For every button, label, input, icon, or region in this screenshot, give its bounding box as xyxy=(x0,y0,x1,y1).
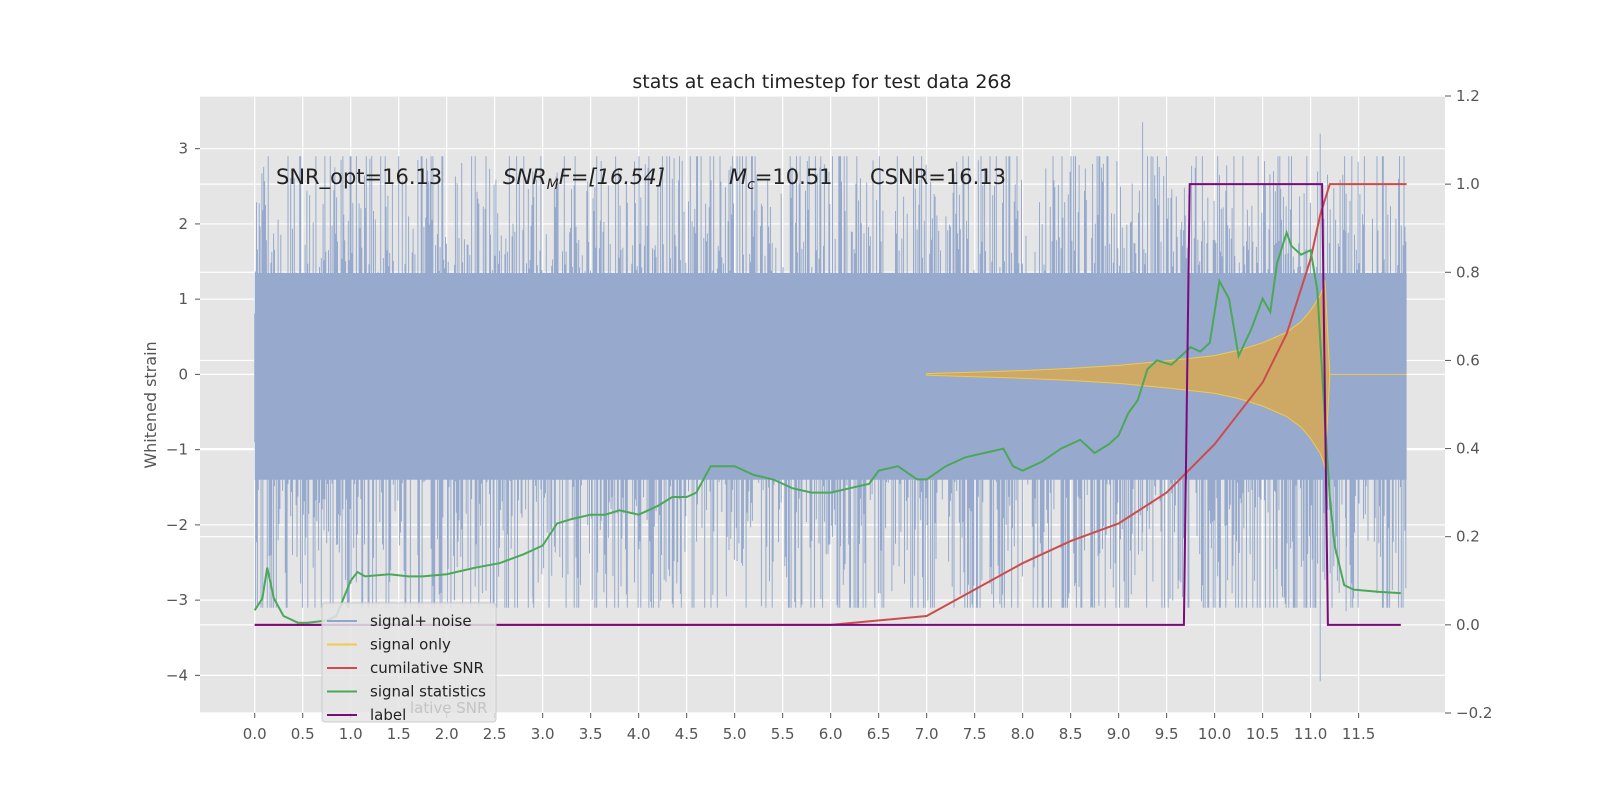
y-tick-label: 1 xyxy=(178,290,188,308)
x-tick-label: 0.0 xyxy=(243,725,267,743)
x-tick-label: 10.0 xyxy=(1198,725,1231,743)
y2-tick-label: −0.2 xyxy=(1456,704,1492,722)
y2-tick-label: 1.2 xyxy=(1456,87,1480,105)
legend-label: signal only xyxy=(370,636,451,654)
annotation-snr-mf: SNRMF=[16.54] xyxy=(503,165,665,193)
series-label xyxy=(254,183,1401,626)
x-tick-label: 9.0 xyxy=(1107,725,1131,743)
x-axis: 0.0 0.5 1.0 1.5 2.0 2.5 3.0 3.5 4.0 4.5 5.0 5.5 6.0 6… xyxy=(243,713,1375,743)
y2-tick-label: 0.0 xyxy=(1456,616,1480,634)
annotation-snr-opt: SNR_opt=16.13 xyxy=(276,165,442,190)
y2-tick-label: 0.8 xyxy=(1456,263,1480,281)
x-tick-label: 7.0 xyxy=(915,725,939,743)
x-tick-label: 11.0 xyxy=(1294,725,1327,743)
x-tick-label: 8.5 xyxy=(1059,725,1083,743)
y-axis: 3 2 1 0 −1 −2 −3 −4 xyxy=(166,140,200,684)
chart-title: stats at each timestep for test data 268 xyxy=(632,71,1011,93)
y-tick-label: −4 xyxy=(166,666,188,684)
legend-label: signal statistics xyxy=(370,683,486,701)
y2-tick-label: 0.6 xyxy=(1456,351,1480,369)
x-tick-label: 0.5 xyxy=(291,725,315,743)
series-signal-statistics xyxy=(253,229,1401,624)
x-tick-label: 2.5 xyxy=(483,725,507,743)
x-tick-label: 3.5 xyxy=(579,725,603,743)
x-tick-label: 1.5 xyxy=(387,725,411,743)
legend-label: signal+ noise xyxy=(370,612,472,630)
y2-tick-label: 0.4 xyxy=(1456,440,1480,458)
x-tick-label: 7.5 xyxy=(963,725,987,743)
legend-label: cumilative SNR xyxy=(370,659,484,677)
series-signal-only xyxy=(926,280,1407,469)
y2-tick-label: 1.0 xyxy=(1456,175,1480,193)
x-tick-label: 2.0 xyxy=(435,725,459,743)
x-tick-label: 5.5 xyxy=(771,725,795,743)
legend: lative SNR signal+ noise signal only cumil… xyxy=(321,602,497,724)
legend-label: label xyxy=(370,706,406,724)
y-tick-label: 3 xyxy=(178,140,188,158)
legend-ghost-text: lative SNR xyxy=(410,699,487,717)
x-tick-label: 10.5 xyxy=(1246,725,1279,743)
x-tick-label: 1.0 xyxy=(339,725,363,743)
x-tick-label: 3.0 xyxy=(531,725,555,743)
x-tick-label: 9.5 xyxy=(1155,725,1179,743)
x-tick-label: 4.0 xyxy=(627,725,651,743)
y-tick-label: −3 xyxy=(166,591,188,609)
y-tick-label: 0 xyxy=(178,365,188,383)
annotation-csnr: CSNR=16.13 xyxy=(870,165,1006,189)
y-tick-label: 2 xyxy=(178,215,188,233)
x-tick-label: 4.5 xyxy=(675,725,699,743)
x-tick-label: 6.5 xyxy=(867,725,891,743)
annotation-mc: Mc=10.51 xyxy=(729,165,833,193)
legend-box xyxy=(321,602,497,723)
x-tick-label: 6.0 xyxy=(819,725,843,743)
x-tick-label: 11.5 xyxy=(1342,725,1375,743)
y-tick-label: −1 xyxy=(166,441,188,459)
y-tick-label: −2 xyxy=(166,516,188,534)
y2-axis: 1.2 1.0 0.8 0.6 0.4 0.2 0.0 −0.2 xyxy=(1445,87,1492,722)
y2-tick-label: 0.2 xyxy=(1456,528,1480,546)
x-tick-label: 5.0 xyxy=(723,725,747,743)
series-cumulative-snr xyxy=(254,183,1407,626)
y-axis-label: Whitened strain xyxy=(141,341,160,468)
x-tick-label: 8.0 xyxy=(1011,725,1035,743)
noise-trace xyxy=(254,122,1407,682)
